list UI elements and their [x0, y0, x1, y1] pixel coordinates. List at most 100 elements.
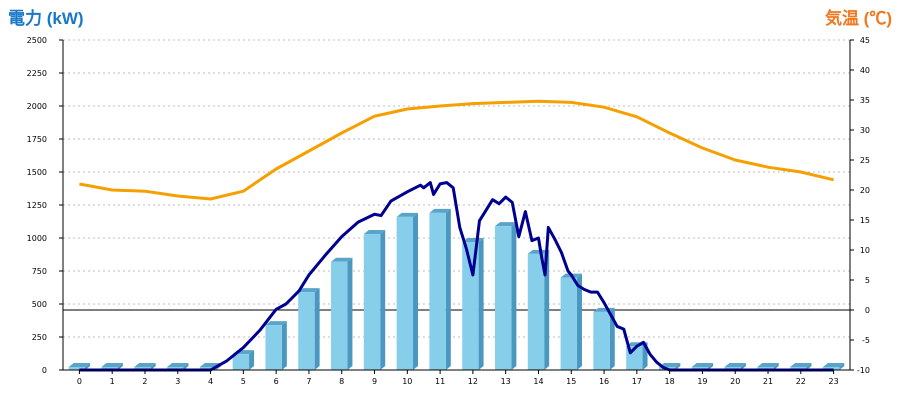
right-tick-label: -10: [857, 366, 870, 375]
bar-top: [494, 222, 517, 227]
right-tick-label: 30: [860, 126, 870, 135]
right-tick-label: 0: [865, 306, 870, 315]
bar-side: [708, 363, 714, 370]
bar: [396, 216, 414, 370]
bar-top: [790, 363, 812, 367]
x-tick-label: 10: [402, 377, 412, 386]
right-tick-label: 15: [860, 216, 870, 225]
x-tick-label: 15: [566, 377, 576, 386]
bar-side: [249, 350, 255, 370]
x-tick-label: 5: [241, 377, 246, 386]
x-tick-label: 2: [142, 377, 147, 386]
bar-top: [265, 321, 287, 326]
bar-top: [134, 363, 156, 367]
bar-top: [68, 363, 91, 367]
bar-side: [183, 363, 189, 370]
bar-side: [85, 363, 91, 370]
x-tick-label: 23: [829, 377, 839, 386]
bar: [593, 311, 610, 370]
bar-side: [413, 212, 419, 370]
axes: 02505007501000125015001750200022502500-1…: [27, 36, 870, 386]
chart-lines: [79, 99, 834, 372]
right-tick-label: 20: [860, 186, 870, 195]
bar: [527, 253, 545, 370]
bar-side: [380, 230, 386, 370]
left-tick-label: 1250: [27, 201, 47, 210]
x-tick-label: 4: [208, 377, 213, 386]
x-tick-label: 3: [175, 377, 180, 386]
x-tick-label: 17: [632, 377, 642, 386]
right-axis-title: 気温 (℃): [824, 8, 892, 28]
bar-side: [347, 257, 353, 370]
bar-side: [839, 363, 845, 370]
bar: [265, 325, 282, 370]
bar-side: [117, 363, 123, 370]
bar: [298, 292, 315, 370]
x-tick-label: 19: [697, 377, 707, 386]
right-tick-label: -5: [862, 336, 870, 345]
bar-top: [101, 363, 123, 367]
x-tick-label: 20: [730, 377, 740, 386]
left-tick-label: 0: [42, 366, 47, 375]
left-tick-label: 500: [32, 300, 47, 309]
bar-top: [724, 363, 746, 367]
x-tick-label: 7: [306, 377, 311, 386]
bar-top: [527, 249, 550, 254]
bar-top: [298, 288, 320, 293]
x-tick-label: 14: [533, 377, 543, 386]
bar-side: [576, 273, 582, 370]
right-tick-label: 25: [860, 156, 870, 165]
x-tick-label: 13: [501, 377, 511, 386]
left-tick-label: 1750: [27, 135, 47, 144]
right-tick-label: 10: [860, 246, 870, 255]
left-tick-label: 1500: [27, 168, 47, 177]
left-tick-label: 750: [32, 267, 47, 276]
power-bars: [68, 208, 845, 370]
x-tick-label: 22: [796, 377, 806, 386]
bar-side: [740, 363, 746, 370]
x-tick-label: 8: [339, 377, 344, 386]
right-tick-label: 5: [865, 276, 870, 285]
bar: [232, 354, 250, 370]
x-tick-label: 11: [435, 377, 445, 386]
bar-top: [691, 363, 714, 367]
bar-side: [609, 307, 615, 370]
left-tick-label: 2250: [27, 69, 47, 78]
bar-top: [757, 363, 779, 367]
bar-side: [511, 222, 517, 370]
x-tick-label: 6: [274, 377, 279, 386]
bar: [560, 277, 577, 370]
bar-top: [396, 212, 419, 217]
bar: [68, 367, 86, 370]
x-tick-label: 16: [599, 377, 609, 386]
right-tick-label: 45: [860, 36, 870, 45]
x-tick-label: 1: [110, 377, 115, 386]
bar: [429, 212, 446, 370]
bar-side: [445, 208, 451, 370]
x-tick-label: 9: [372, 377, 377, 386]
left-axis-title: 電力 (kW): [8, 8, 84, 28]
x-tick-label: 18: [665, 377, 675, 386]
left-tick-label: 2500: [27, 36, 47, 45]
gridlines: [63, 39, 850, 338]
x-tick-label: 12: [468, 377, 478, 386]
bar-top: [429, 208, 451, 213]
bar-top: [167, 363, 189, 367]
bar-top: [331, 257, 353, 262]
bar-top: [822, 363, 845, 367]
bar-top: [658, 363, 681, 367]
x-tick-label: 0: [77, 377, 82, 386]
power-line: [79, 181, 834, 372]
bar-side: [478, 237, 484, 370]
left-tick-label: 1000: [27, 234, 47, 243]
left-tick-label: 250: [32, 333, 47, 342]
right-tick-label: 35: [860, 96, 870, 105]
right-tick-label: 40: [860, 66, 870, 75]
left-tick-label: 2000: [27, 102, 47, 111]
bar-side: [773, 363, 779, 370]
x-tick-label: 21: [763, 377, 773, 386]
bar-side: [675, 363, 681, 370]
temperature-line: [79, 99, 834, 201]
bar-side: [314, 288, 320, 370]
bar: [331, 261, 348, 370]
